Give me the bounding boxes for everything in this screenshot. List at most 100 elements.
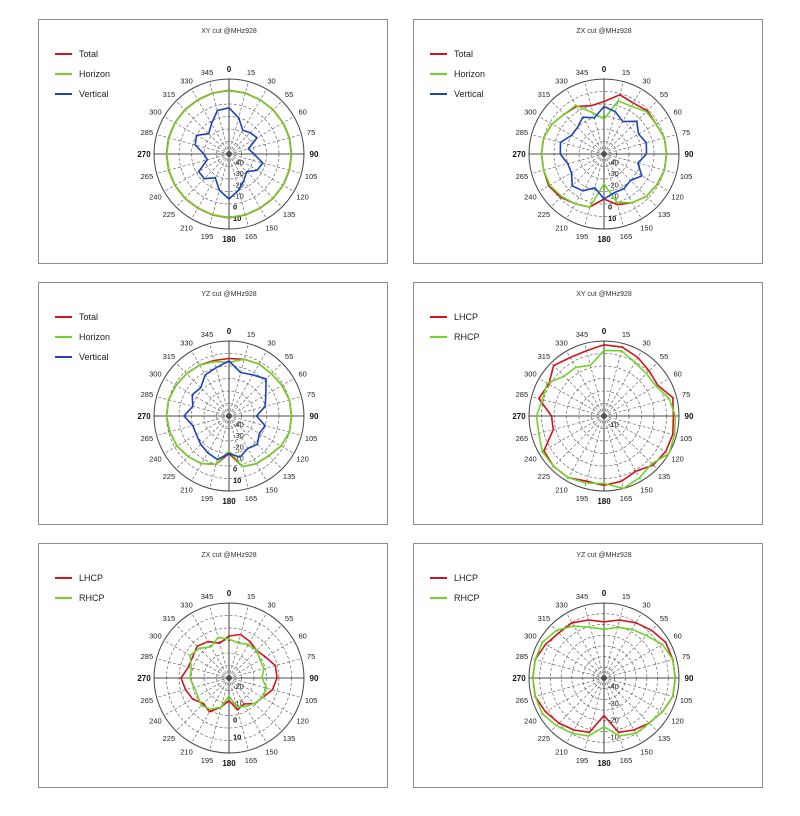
angle-tick-label: 345 [201,592,214,601]
grid-spoke [603,415,658,470]
angle-tick-label: 90 [310,674,319,683]
angle-tick-label: 135 [658,472,671,481]
angle-tick-label: 105 [680,696,693,705]
grid-spoke [550,624,605,679]
grid-spoke [603,677,624,751]
angle-tick-label: 300 [524,632,537,641]
legend-label: Total [454,49,473,59]
angle-tick-label: 105 [305,434,318,443]
angle-tick-label: 0 [602,589,607,598]
grid-spoke [531,415,605,436]
radial-tick-label: -10 [608,420,619,429]
grid-spoke [531,658,605,679]
angle-tick-label: 225 [163,472,176,481]
grid-spoke [566,350,605,417]
chart-title: YZ cut @MHz928 [576,552,631,559]
angle-tick-label: 105 [680,172,693,181]
chart-panel-xy-cut-1: XY cut @MHz928 0 15 30 55 60 75 90 105 120 135 150 1… [38,19,388,264]
grid-spoke [228,415,283,470]
angle-tick-label: 285 [516,128,529,137]
angle-tick-label: 150 [640,748,653,757]
grid-spoke [163,378,230,417]
angle-tick-label: 55 [660,352,668,361]
grid-spoke [550,415,605,470]
grid-spoke [603,415,677,436]
angle-tick-label: 210 [555,748,568,757]
angle-tick-label: 210 [555,224,568,233]
angle-tick-label: 55 [285,90,293,99]
angle-tick-label: 330 [555,600,568,609]
angle-tick-label: 15 [622,330,630,339]
grid-spoke [566,153,605,220]
grid-spoke [603,677,677,698]
grid-spoke [191,153,230,220]
chart-panel-zx-cut-2: ZX cut @MHz928 0 15 30 55 60 75 90 105 120 135 150 1… [38,543,388,788]
angle-tick-label: 55 [285,352,293,361]
chart-title: XY cut @MHz928 [201,28,257,35]
grid-spoke [228,116,295,155]
angle-tick-label: 180 [222,497,236,506]
angle-tick-label: 60 [673,370,681,379]
legend-label: RHCP [79,593,105,603]
radial-tick-label: -10 [233,454,244,463]
angle-tick-label: 15 [622,592,630,601]
angle-tick-label: 265 [141,172,154,181]
angle-tick-label: 210 [180,486,193,495]
angle-tick-label: 315 [163,90,176,99]
grid-spoke [566,677,605,744]
angle-tick-label: 180 [597,759,611,768]
angle-tick-label: 165 [620,232,633,241]
legend-label: Horizon [79,332,110,342]
grid-spoke [603,640,670,679]
grid-spoke [228,415,249,489]
angle-tick-label: 345 [201,330,214,339]
grid-spoke [191,612,230,679]
angle-tick-label: 75 [682,390,690,399]
grid-spoke [566,415,605,482]
angle-tick-label: 135 [658,210,671,219]
grid-spoke [209,677,230,751]
angle-tick-label: 315 [163,352,176,361]
angle-tick-label: 105 [305,696,318,705]
series-line-lhcp [180,633,278,713]
grid-spoke [603,153,624,227]
angle-tick-label: 15 [247,330,255,339]
angle-tick-label: 285 [141,128,154,137]
grid-spoke [566,612,605,679]
chart-panel-yz-cut-2: YZ cut @MHz928 0 15 30 55 60 75 90 105 120 135 150 1… [413,543,763,788]
angle-tick-label: 270 [137,412,151,421]
angle-tick-label: 300 [149,632,162,641]
radial-tick-label: -20 [233,442,244,451]
grid-spoke [603,116,670,155]
series-line-vertical [559,105,648,200]
angle-tick-label: 195 [201,232,214,241]
angle-tick-label: 285 [516,390,529,399]
angle-tick-label: 240 [149,455,162,464]
angle-tick-label: 150 [640,224,653,233]
angle-tick-label: 15 [622,68,630,77]
angle-tick-label: 120 [671,193,684,202]
radial-tick-label: -10 [233,699,244,708]
angle-tick-label: 270 [512,412,526,421]
angle-tick-label: 165 [620,756,633,765]
grid-spoke [156,658,230,679]
radial-tick-label: -40 [608,682,619,691]
angle-tick-label: 345 [576,68,589,77]
radial-tick-label: -40 [608,158,619,167]
radial-tick-label: -30 [608,699,619,708]
radial-tick-label: 10 [233,476,241,485]
angle-tick-label: 150 [265,486,278,495]
legend-label: Horizon [454,69,485,79]
legend-label: RHCP [454,332,480,342]
grid-spoke [603,153,642,220]
grid-spoke [603,677,642,744]
grid-spoke [584,415,605,489]
angle-tick-label: 300 [524,370,537,379]
chart-panel-zx-cut-1: ZX cut @MHz928 0 15 30 55 60 75 90 105 120 135 150 1… [413,19,763,264]
angle-tick-label: 270 [137,674,151,683]
grid-spoke [603,624,658,679]
grid-spoke [603,153,670,192]
